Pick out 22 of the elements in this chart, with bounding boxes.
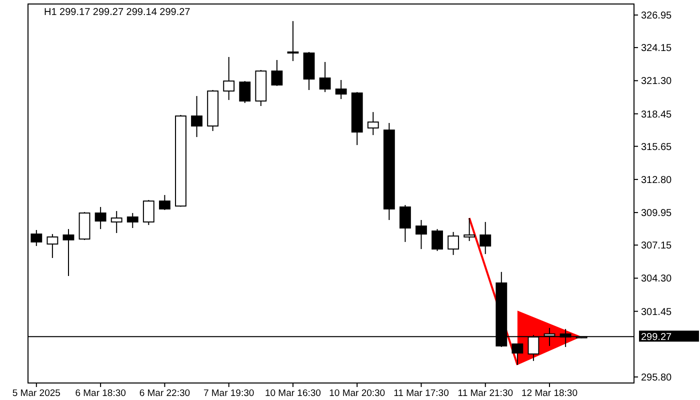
ref-line-label: 299.27: [641, 332, 672, 344]
y-tick-label: 321.30: [641, 76, 672, 88]
y-tick-label: 318.45: [641, 109, 672, 120]
y-tick-label: 324.15: [641, 43, 672, 54]
y-tick-label: 315.65: [641, 142, 672, 153]
x-tick-label: 7 Mar 19:30: [203, 388, 254, 399]
y-tick-label: 301.45: [641, 306, 672, 318]
x-tick-label: 11 Mar 21:30: [458, 388, 514, 399]
y-tick-label: 309.95: [641, 208, 672, 220]
x-tick-label: 5 Mar 2025: [12, 388, 60, 399]
x-tick-label: 12 Mar 18:30: [522, 388, 578, 399]
chart-title: H1 299.17 299.27 299.14 299.27: [44, 7, 191, 18]
x-tick-label: 10 Mar 20:30: [329, 388, 386, 399]
y-tick-label: 295.80: [641, 372, 672, 384]
x-tick-label: 11 Mar 17:30: [394, 388, 449, 399]
y-tick-label: 312.80: [641, 174, 672, 186]
y-tick-label: 326.95: [641, 10, 672, 22]
y-tick-label: 304.30: [641, 274, 672, 285]
x-tick-label: 6 Mar 22:30: [139, 388, 190, 399]
y-tick-label: 307.15: [641, 240, 672, 252]
x-tick-label: 10 Mar 16:30: [264, 388, 321, 399]
x-tick-label: 6 Mar 18:30: [75, 388, 126, 399]
